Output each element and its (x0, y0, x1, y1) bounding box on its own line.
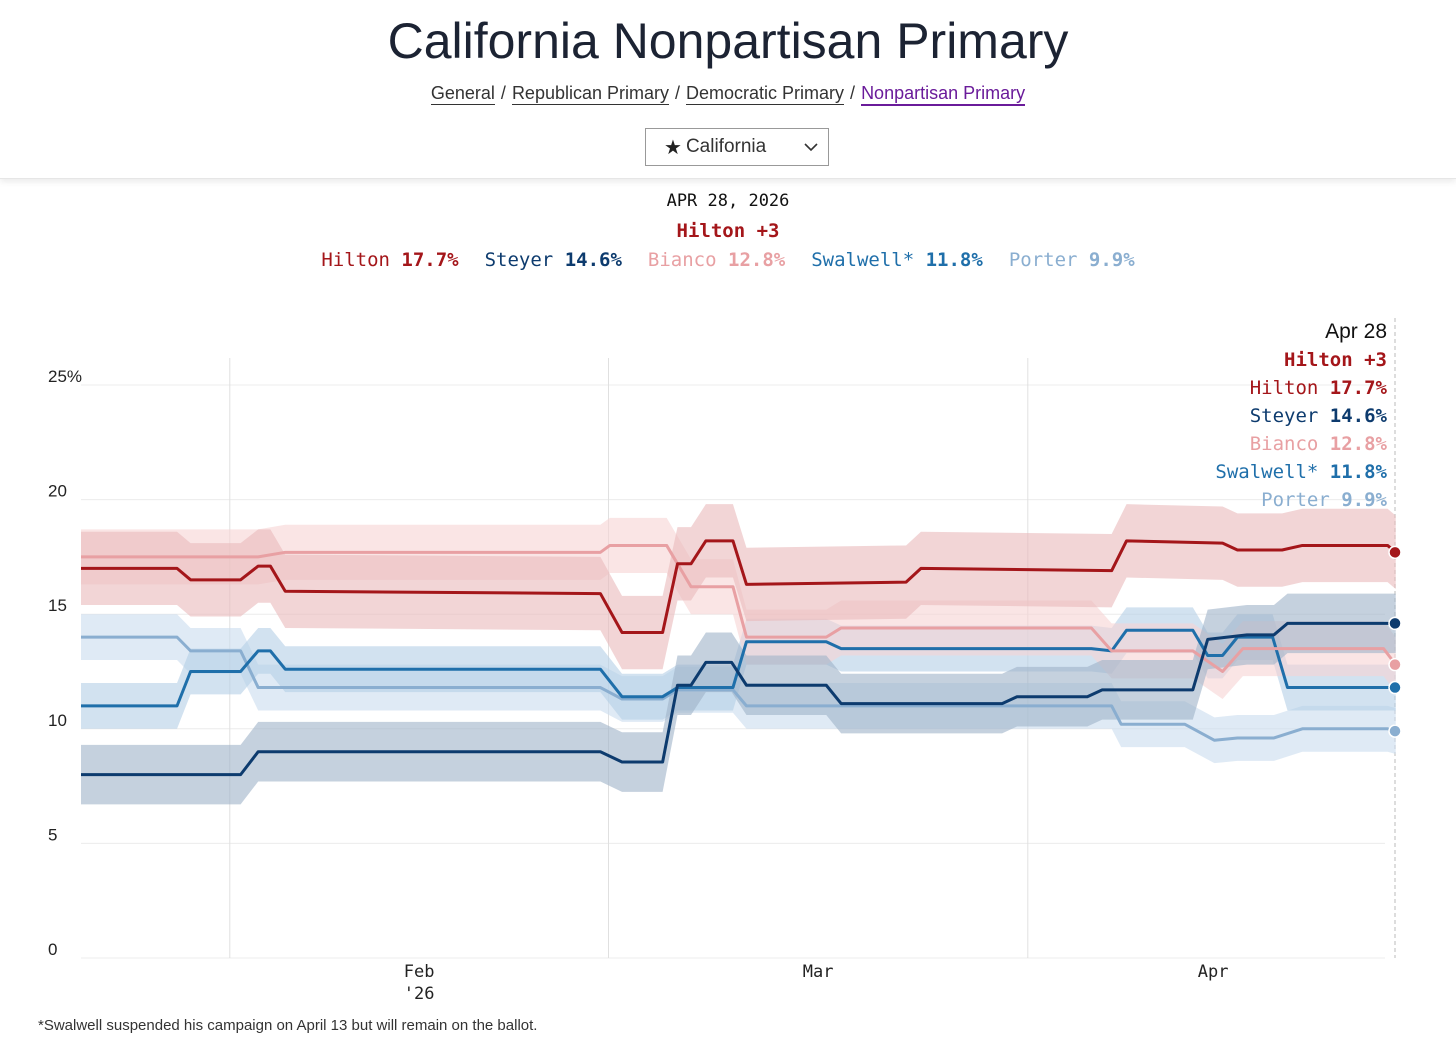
star-icon: ★ (664, 136, 682, 159)
nav-separator: / (675, 83, 681, 103)
end-point-hilton (1388, 545, 1402, 560)
nav-separator: / (500, 83, 506, 103)
legend-value: 9.9% (1088, 249, 1135, 271)
nav-general[interactable]: General (430, 83, 495, 105)
legend-item: Swalwell* 11.8% (811, 249, 983, 271)
end-label-value: 12.8% (1329, 433, 1387, 455)
legend-name: Hilton (321, 249, 390, 271)
y-tick-label: 5 (48, 825, 57, 844)
y-tick-label: 25% (48, 367, 82, 386)
end-label-value: 17.7% (1329, 377, 1387, 399)
legend: Hilton 17.7% Steyer 14.6% Bianco 12.8% Swal… (0, 249, 1456, 271)
legend-value: 17.7% (401, 249, 459, 271)
summary-leader: Hilton +3 (676, 220, 780, 242)
legend-value: 11.8% (925, 249, 983, 271)
legend-item: Hilton 17.7% (321, 249, 458, 271)
legend-value: 14.6% (564, 249, 622, 271)
end-label-name: Swalwell* (1215, 461, 1319, 483)
series-line-swalwell (81, 628, 1396, 708)
page-header: California Nonpartisan Primary General / R… (0, 0, 1456, 179)
y-tick-label: 0 (48, 940, 57, 959)
end-point-porter (1388, 724, 1402, 738)
end-date: Apr 28 (1325, 320, 1387, 343)
end-leader: Hilton +3 (1284, 349, 1387, 371)
y-tick-label: 10 (48, 711, 67, 730)
confidence-band-hilton (81, 504, 1396, 670)
end-label-value: 14.6% (1329, 405, 1387, 427)
series-line-bianco (81, 543, 1397, 673)
end-label: Hilton 17.7% (1215, 374, 1387, 402)
end-label-value: 9.9% (1341, 489, 1387, 511)
end-label-name: Porter (1261, 489, 1330, 511)
legend-name: Steyer (484, 249, 554, 271)
series-line-porter (81, 635, 1397, 742)
series-line-steyer (81, 621, 1396, 777)
nav-nonpartisan-primary[interactable]: Nonpartisan Primary (861, 83, 1026, 106)
nav-democratic-primary[interactable]: Democratic Primary (686, 83, 845, 105)
page-title: California Nonpartisan Primary (387, 13, 1069, 69)
end-label: Swalwell* 11.8% (1215, 458, 1387, 486)
end-label-name: Steyer (1249, 405, 1319, 427)
legend-item: Porter 9.9% (1009, 249, 1135, 271)
end-point-swalwell (1388, 680, 1402, 695)
legend-name: Porter (1008, 249, 1078, 271)
nav-republican-primary[interactable]: Republican Primary (511, 83, 669, 105)
series-line-hilton (81, 539, 1397, 635)
end-label: Porter 9.9% (1215, 486, 1387, 514)
legend-item: Bianco 12.8% (648, 249, 785, 271)
state-select[interactable]: ★ California (645, 128, 829, 166)
x-tick-label: Apr (1198, 962, 1229, 982)
race-nav: General / Republican Primary / Democratic Pr… (0, 83, 1456, 106)
y-tick-label: 15 (48, 596, 67, 615)
legend-value: 12.8% (728, 249, 786, 271)
legend-item: Steyer 14.6% (485, 249, 622, 271)
end-labels: Apr 28 Hilton +3 Hilton 17.7% Steyer 14.6% B… (1215, 318, 1387, 514)
legend-name: Bianco (647, 249, 717, 271)
nav-separator: / (850, 83, 856, 103)
end-label-name: Bianco (1249, 433, 1319, 455)
end-point-steyer (1388, 616, 1402, 631)
state-select-value: California (685, 136, 767, 157)
end-point-bianco (1388, 657, 1402, 672)
x-tick-sublabel: '26 (404, 984, 435, 1004)
end-label: Bianco 12.8% (1215, 430, 1387, 458)
chevron-down-icon (804, 143, 818, 152)
end-label: Steyer 14.6% (1215, 402, 1387, 430)
y-tick-label: 20 (48, 482, 67, 501)
summary-date: APR 28, 2026 (666, 191, 790, 211)
legend-name: Swalwell* (811, 249, 915, 271)
x-tick-label: Mar (803, 962, 834, 982)
end-label-value: 11.8% (1329, 461, 1387, 483)
end-label-name: Hilton (1249, 377, 1319, 399)
footnote: *Swalwell suspended his campaign on Apri… (38, 1017, 538, 1034)
x-tick-label: Feb (404, 962, 435, 982)
